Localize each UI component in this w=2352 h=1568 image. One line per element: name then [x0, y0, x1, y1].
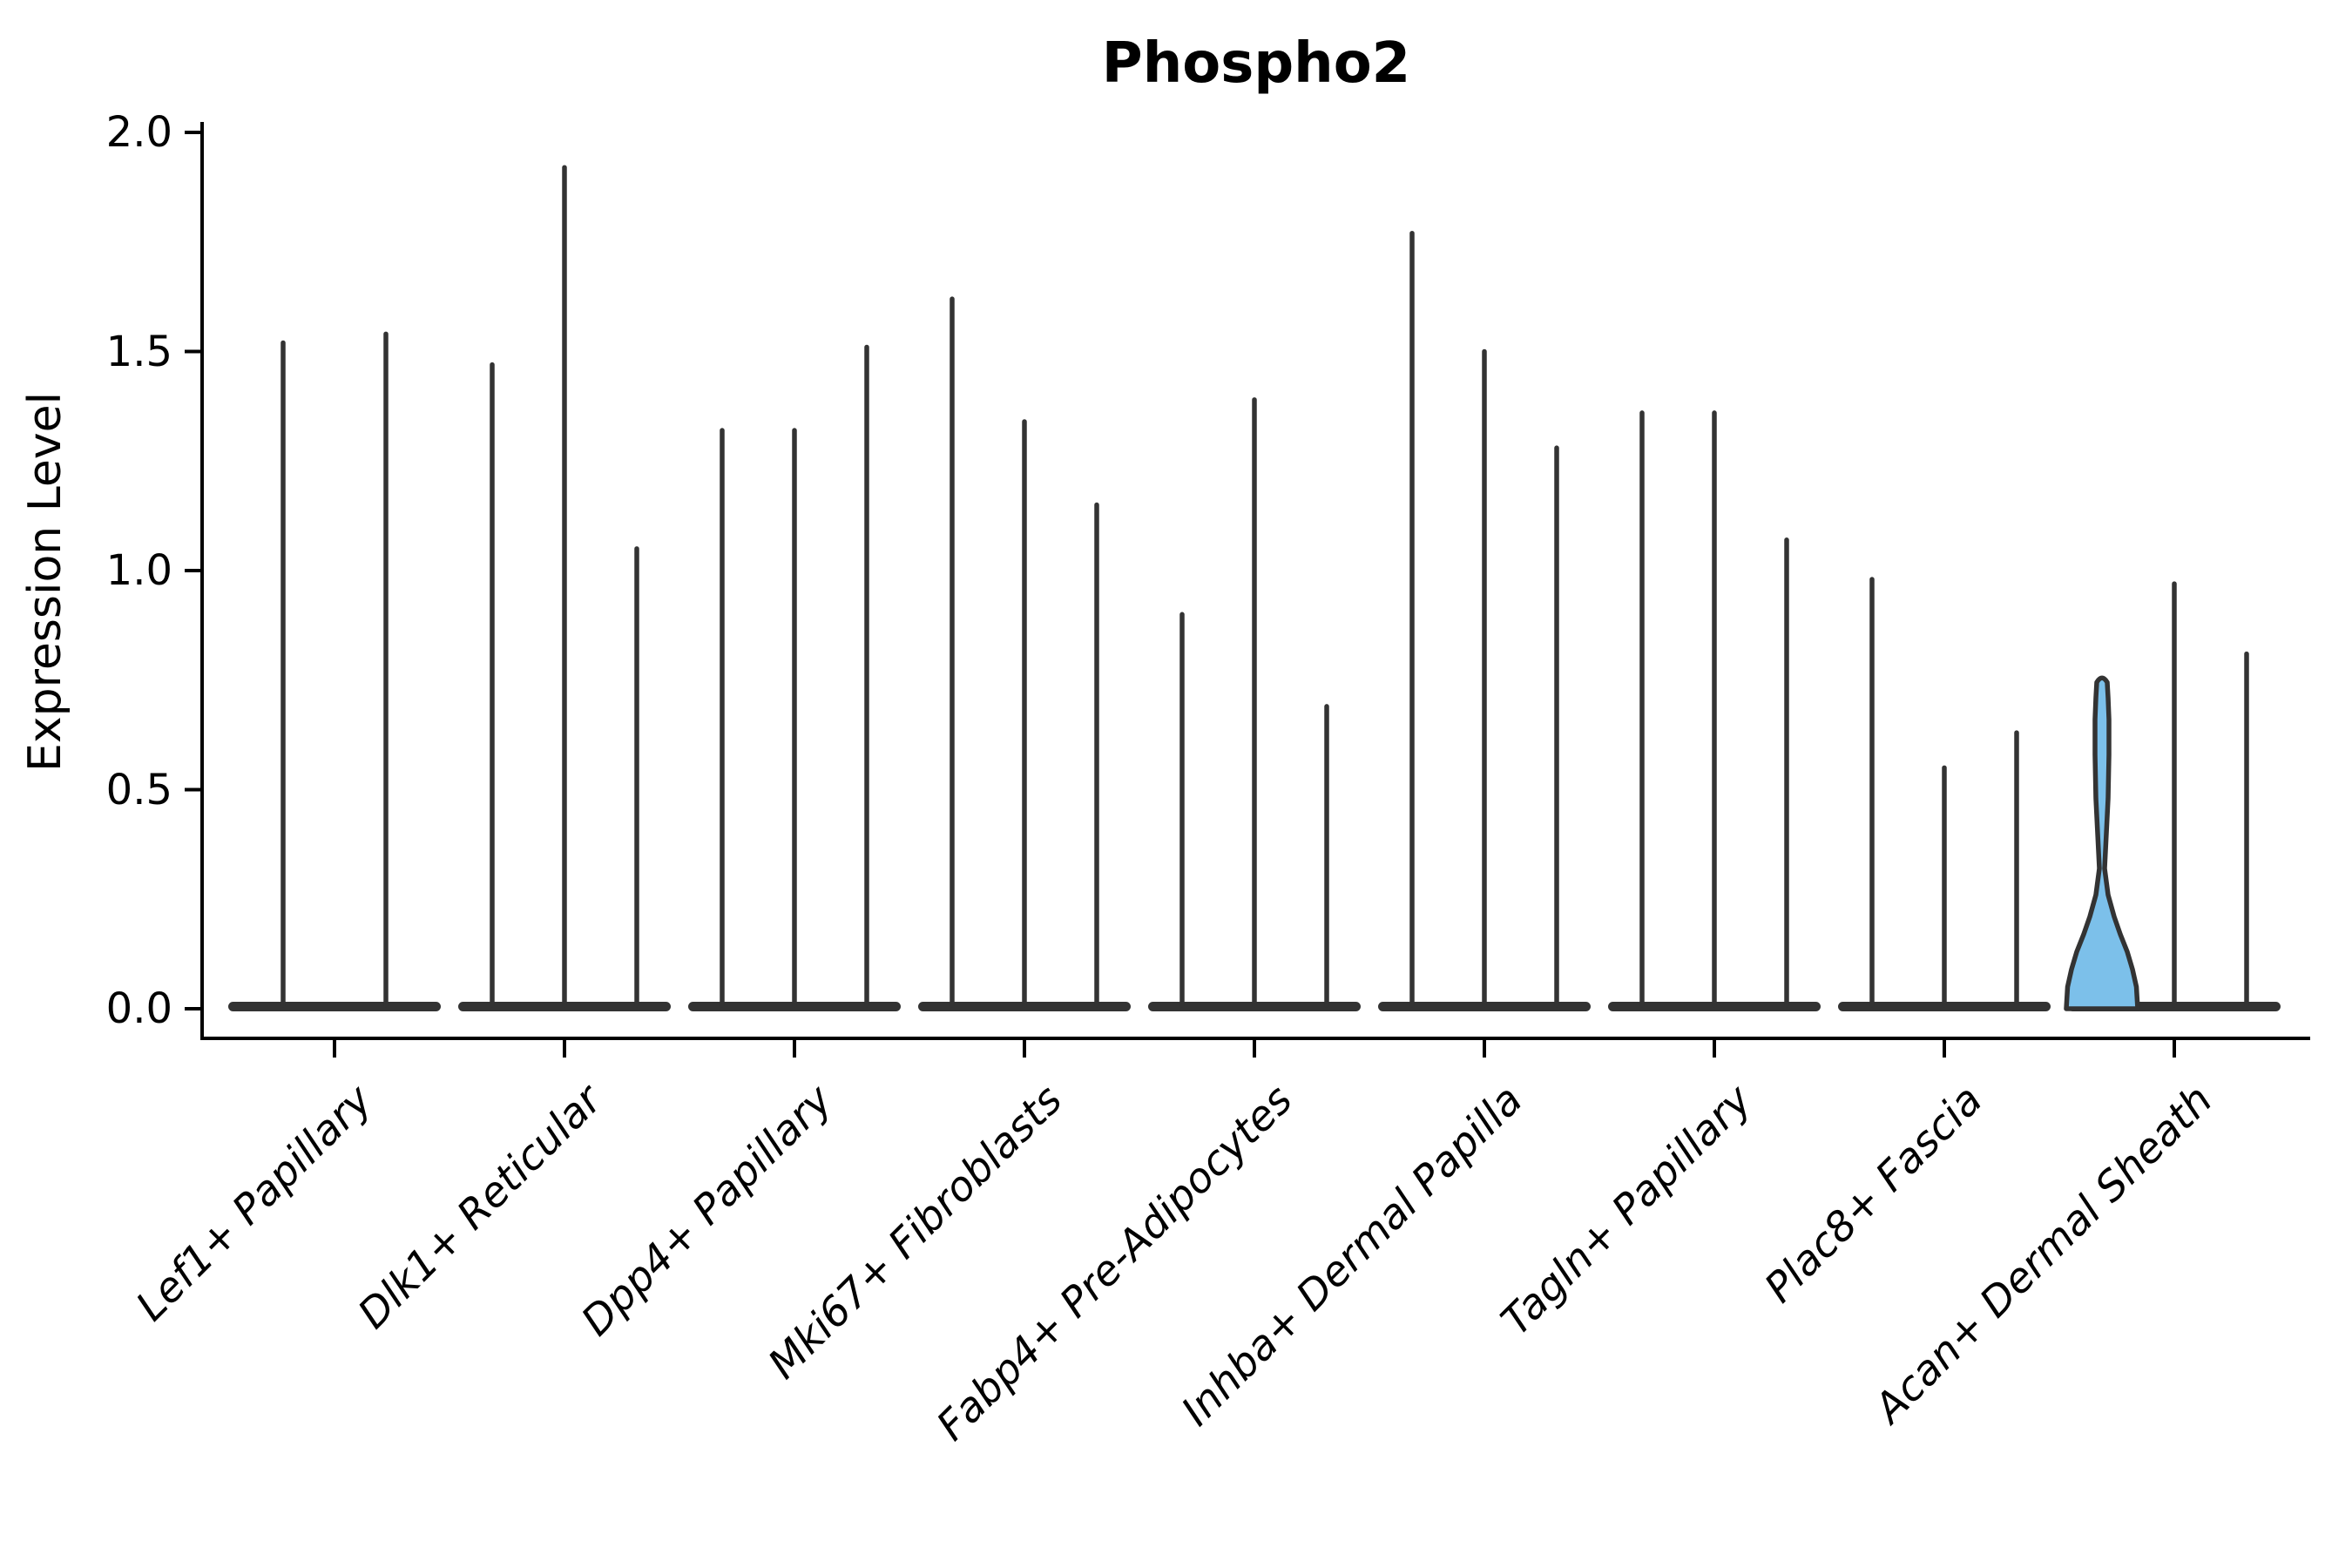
plot-title: Phospho2 — [1101, 31, 1411, 96]
violin-baseline — [228, 1002, 441, 1011]
highlighted-violin — [2064, 675, 2140, 1011]
y-tick-label: 1.0 — [105, 546, 172, 595]
y-tick-label: 1.5 — [105, 327, 172, 376]
y-tick-label: 0.5 — [105, 765, 172, 814]
y-tick-label: 0.0 — [105, 984, 172, 1033]
y-tick-label: 2.0 — [105, 108, 172, 157]
